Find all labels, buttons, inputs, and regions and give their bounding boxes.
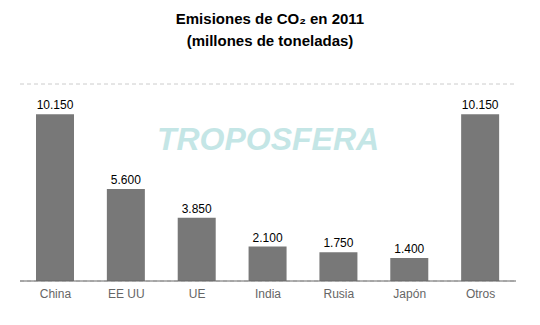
svg-text:Japón: Japón bbox=[393, 287, 426, 301]
svg-text:3.850: 3.850 bbox=[182, 202, 212, 216]
svg-text:Rusia: Rusia bbox=[324, 287, 355, 301]
svg-text:2.100: 2.100 bbox=[253, 231, 283, 245]
svg-text:10.150: 10.150 bbox=[462, 98, 499, 112]
svg-text:1.400: 1.400 bbox=[394, 242, 424, 256]
svg-text:India: India bbox=[255, 287, 281, 301]
svg-text:5.600: 5.600 bbox=[111, 173, 141, 187]
html-text:(millones de toneladas): (millones de toneladas) bbox=[186, 32, 354, 49]
svg-text:1.750: 1.750 bbox=[323, 236, 353, 250]
html-text:TROPOSFERA: TROPOSFERA bbox=[156, 121, 380, 158]
svg-text:Otros: Otros bbox=[466, 287, 495, 301]
html-text:Emisiones de CO₂ en 2011: Emisiones de CO₂ en 2011 bbox=[175, 10, 365, 27]
svg-text:EE UU: EE UU bbox=[108, 287, 145, 301]
svg-text:UE: UE bbox=[189, 287, 206, 301]
svg-text:10.150: 10.150 bbox=[37, 98, 74, 112]
svg-text:China: China bbox=[40, 287, 72, 301]
